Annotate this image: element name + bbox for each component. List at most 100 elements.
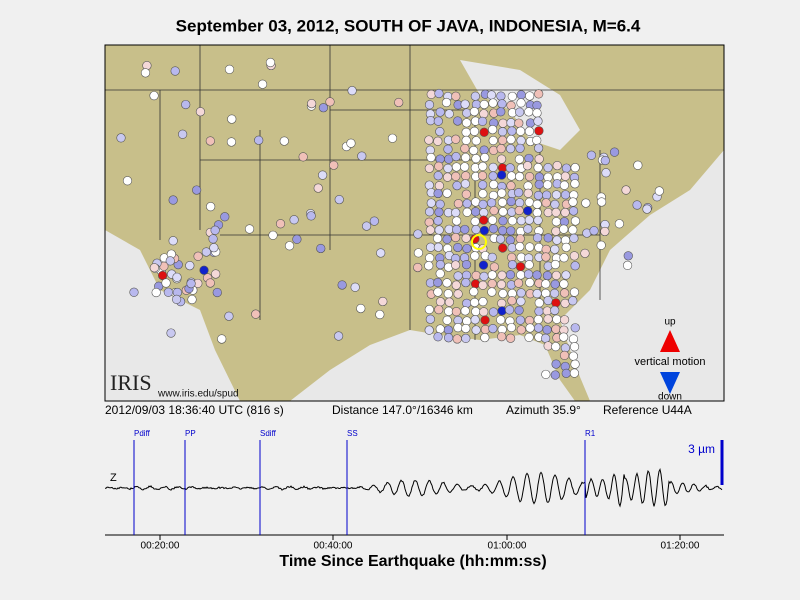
station (357, 151, 367, 161)
station (496, 279, 507, 290)
station (488, 135, 498, 146)
station (116, 133, 126, 143)
station (479, 99, 489, 110)
station (498, 135, 508, 145)
station (621, 185, 631, 195)
station (453, 199, 463, 209)
station (244, 224, 255, 234)
station (559, 180, 569, 190)
station (306, 211, 316, 221)
up-arrow (660, 330, 680, 352)
station (532, 233, 543, 243)
station (172, 272, 182, 282)
station (551, 190, 562, 200)
station (479, 127, 489, 137)
station (497, 99, 507, 109)
station (479, 225, 489, 236)
pacific (105, 230, 240, 401)
station (479, 271, 489, 282)
station (525, 323, 535, 333)
station (444, 297, 454, 307)
channel: Z (110, 472, 117, 484)
station (550, 288, 560, 298)
station (507, 216, 518, 226)
station (516, 216, 526, 226)
station (470, 315, 480, 325)
station (487, 287, 497, 297)
station (600, 155, 610, 166)
station (532, 270, 542, 280)
station (424, 261, 434, 271)
station (514, 171, 525, 182)
station (453, 116, 463, 126)
station (151, 287, 161, 298)
phase-label: SS (347, 429, 358, 438)
station (522, 161, 533, 171)
station (443, 333, 454, 343)
station (559, 288, 570, 298)
station (487, 198, 497, 208)
station (369, 216, 379, 226)
stations (116, 57, 664, 380)
station (350, 282, 360, 292)
station (168, 195, 178, 205)
station (478, 297, 488, 307)
station (589, 226, 599, 236)
station (217, 334, 227, 344)
station (442, 278, 452, 288)
logo: IRIS (110, 370, 152, 395)
station (298, 152, 308, 162)
station (451, 134, 461, 144)
station (347, 86, 357, 96)
station (461, 135, 471, 146)
station (569, 251, 579, 261)
station (513, 278, 524, 288)
station (516, 288, 526, 298)
station (559, 332, 569, 342)
station (426, 89, 436, 99)
station (462, 207, 472, 217)
station (205, 136, 215, 146)
station (318, 103, 329, 113)
station (479, 215, 489, 225)
station (426, 152, 436, 163)
station (495, 234, 506, 244)
station (479, 307, 489, 317)
station (532, 289, 542, 299)
axis-label: Time Since Earthquake (hh:mm:ss) (279, 553, 546, 570)
station (570, 261, 580, 271)
station (224, 311, 234, 321)
station (541, 252, 551, 262)
station (346, 138, 356, 148)
station (524, 172, 535, 182)
station (497, 127, 508, 137)
station (541, 369, 551, 380)
station (568, 296, 578, 306)
station (533, 215, 543, 225)
station (210, 225, 220, 235)
station (435, 127, 445, 137)
station (165, 256, 175, 266)
station (471, 270, 481, 281)
station (461, 323, 471, 334)
info-reference: Reference U44A (603, 403, 692, 417)
station (506, 333, 516, 343)
station (506, 171, 517, 181)
station (149, 91, 159, 101)
station (434, 88, 444, 99)
station (451, 171, 461, 181)
station (376, 248, 386, 258)
station (434, 207, 444, 217)
station (208, 234, 218, 244)
station (433, 277, 443, 288)
station (488, 145, 499, 156)
station (601, 168, 611, 178)
station (515, 315, 525, 325)
station (170, 66, 180, 76)
station (534, 126, 544, 136)
station (516, 90, 526, 100)
station (505, 163, 515, 173)
station (257, 79, 268, 89)
station (614, 219, 624, 229)
